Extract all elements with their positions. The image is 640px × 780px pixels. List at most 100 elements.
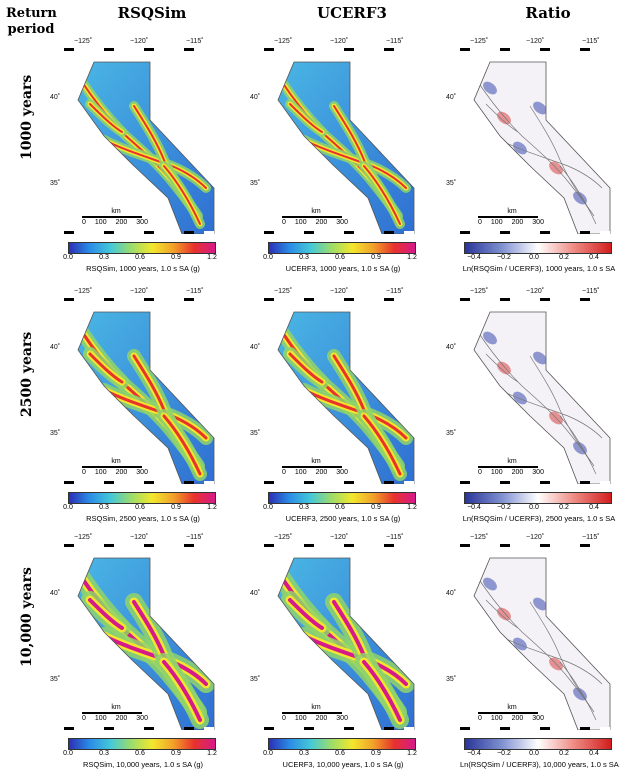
colorbar-tick: 0.9 [371,750,381,757]
scale-bar: km 0 100 200 300 [282,208,352,226]
map-panel-ratio-0: −125˚ −120˚ −115˚ 40˚ 35˚ km 0 100 200 300 −0.4 −0.… [446,38,628,284]
scale-tick: 100 [294,715,307,722]
colorbar-tick: 0.0 [63,254,73,261]
return-label-line2: period [7,22,55,37]
hazard-map-ratio [460,298,611,484]
scale-tick: 0 [478,219,482,226]
scale-tick: 100 [490,219,503,226]
colorbar-caption-ucerf3: UCERF3, 1000 years, 1.0 s SA (g) [285,264,401,273]
colorbar-rsqsim [68,738,216,750]
colorbar-ticks: 0.0 0.3 0.6 0.9 1.2 [63,254,217,264]
hazard-map-ucerf3 [264,298,415,484]
scale-ticks: 0 100 200 300 [82,715,148,722]
latitude-tick-label: 40˚ [446,590,457,597]
latitude-tick-label: 40˚ [446,94,457,101]
latitude-tick-label: 40˚ [250,94,261,101]
colorbar-tick: 0.9 [171,254,181,261]
scale-ticks: 0 100 200 300 [478,219,544,226]
colorbar-ticks: 0.0 0.3 0.6 0.9 1.2 [263,254,417,264]
latitude-tick-label: 40˚ [50,94,61,101]
colorbar-caption-rsqsim: RSQSim, 2500 years, 1.0 s SA (g) [86,514,200,523]
scale-line [478,712,538,714]
scale-unit: km [311,208,321,215]
scale-tick: 0 [82,219,86,226]
colorbar-ticks: 0.0 0.3 0.6 0.9 1.2 [63,504,217,514]
return-period-label: Return period [6,6,57,38]
longitude-tick-label: −120˚ [330,38,349,45]
scale-tick: 200 [315,219,328,226]
colorbar-tick: 0.4 [589,254,599,261]
scale-line [478,466,538,468]
hazard-map-ratio [460,544,611,730]
colorbar-tick: 0.3 [99,504,109,511]
scale-tick: 0 [82,715,86,722]
latitude-tick-label: 35˚ [250,180,261,187]
scale-tick: 300 [532,469,544,476]
colorbar-ticks: 0.0 0.3 0.6 0.9 1.2 [263,750,417,760]
scale-line [282,712,342,714]
longitude-tick-label: −115˚ [582,288,600,295]
scale-unit: km [311,458,321,465]
latitude-tick-label: 35˚ [50,676,61,683]
scale-tick: 100 [490,715,503,722]
colorbar-tick: 0.3 [99,750,109,757]
scale-tick: 0 [282,715,286,722]
longitude-tick-label: −120˚ [526,288,545,295]
longitude-tick-label: −120˚ [526,38,545,45]
colorbar-ticks: 0.0 0.3 0.6 0.9 1.2 [63,750,217,760]
colorbar-ticks: −0.4 −0.2 0.0 0.2 0.4 [464,750,612,760]
colorbar-ticks: 0.0 0.3 0.6 0.9 1.2 [263,504,417,514]
scale-tick: 200 [115,469,128,476]
column-title-ucerf3: UCERF3 [316,4,387,22]
longitude-tick-label: −115˚ [186,38,204,45]
scale-line [82,712,142,714]
colorbar-tick: 0.0 [63,750,73,757]
scale-ticks: 0 100 200 300 [282,469,348,476]
longitude-tick-label: −120˚ [130,288,149,295]
hazard-map-rsqsim [64,48,215,234]
colorbar-ratio [464,242,612,254]
longitude-tick-label: −125˚ [74,534,93,541]
column-title-ratio: Ratio [525,4,571,22]
latitude-tick-label: 40˚ [250,590,261,597]
longitude-tick-label: −125˚ [74,288,93,295]
scale-tick: 0 [282,219,286,226]
scale-bar: km 0 100 200 300 [478,458,548,476]
colorbar-tick: −0.2 [497,254,511,261]
scale-tick: 100 [294,219,307,226]
colorbar-rsqsim [68,492,216,504]
latitude-tick-label: 35˚ [50,180,61,187]
scale-tick: 300 [336,715,348,722]
map-panel-ucerf3-2: −125˚ −120˚ −115˚ 40˚ 35˚ km 0 100 200 300 0.0 0.3 0… [250,534,432,780]
scale-tick: 100 [94,715,107,722]
scale-tick: 300 [532,219,544,226]
scale-tick: 200 [315,715,328,722]
colorbar-tick: 0.6 [135,750,145,757]
hazard-map-ratio [460,48,611,234]
colorbar-tick: 1.2 [407,750,417,757]
map-panel-ratio-1: −125˚ −120˚ −115˚ 40˚ 35˚ km 0 100 200 300 −0.4 −0.… [446,288,628,534]
colorbar-tick: 0.3 [299,254,309,261]
colorbar-tick: −0.4 [467,504,481,511]
map-panel-rsqsim-0: −125˚ −120˚ −115˚ 40˚ 35˚ km 0 100 200 300 0.0 0.3 0… [50,38,232,284]
latitude-tick-label: 40˚ [50,590,61,597]
colorbar-tick: 0.0 [63,504,73,511]
scale-tick: 0 [478,469,482,476]
scale-bar: km 0 100 200 300 [82,704,152,722]
scale-unit: km [111,458,121,465]
colorbar-tick: 0.0 [263,254,273,261]
longitude-tick-label: −120˚ [130,534,149,541]
colorbar-tick: −0.2 [497,750,511,757]
longitude-tick-label: −115˚ [386,288,404,295]
scale-bar: km 0 100 200 300 [82,458,152,476]
colorbar-tick: 0.6 [135,504,145,511]
scale-line [82,216,142,218]
row-label-10000: 10,000 years [19,567,35,667]
latitude-tick-label: 40˚ [446,344,457,351]
scale-line [282,466,342,468]
scale-tick: 100 [294,469,307,476]
scale-unit: km [111,208,121,215]
scale-unit: km [311,704,321,711]
row-label-2500: 2500 years [19,331,35,417]
scale-tick: 0 [82,469,86,476]
